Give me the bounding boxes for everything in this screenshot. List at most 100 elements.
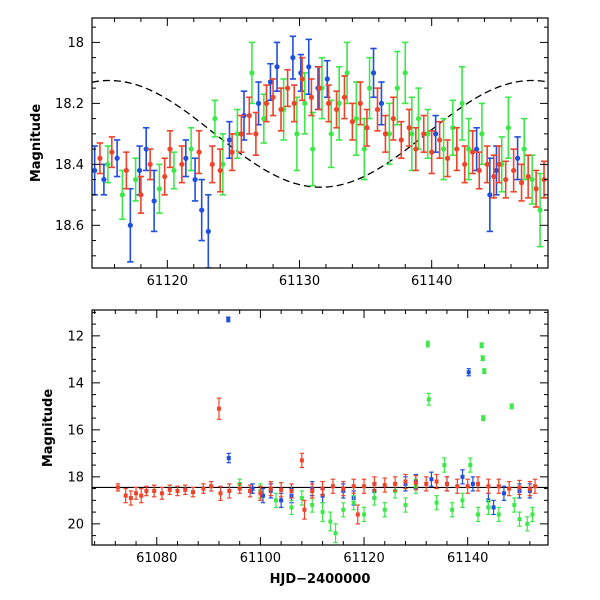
bottom-red-marker <box>268 486 273 491</box>
top-red-marker <box>162 173 168 180</box>
top-red-marker <box>484 161 490 167</box>
top-y-axis-label: Magnitude <box>29 104 44 183</box>
top-red-point <box>263 84 270 123</box>
top-green-marker <box>119 192 125 198</box>
top-green-point <box>187 126 195 172</box>
top-red-point <box>510 148 517 193</box>
top-green-point <box>119 169 126 221</box>
bottom-green-point <box>351 495 356 511</box>
top-green-marker <box>450 125 456 131</box>
top-red-marker <box>308 94 315 100</box>
bottom-red-point <box>444 476 450 492</box>
bottom-green-point <box>480 355 485 362</box>
top-blue-point <box>198 178 205 242</box>
top-green-point <box>536 172 544 248</box>
top-blue-marker <box>114 155 120 161</box>
bottom-red-marker <box>134 491 139 496</box>
bottom-green-marker <box>320 510 325 515</box>
top-red-marker <box>357 100 363 106</box>
bottom-red-marker <box>201 486 206 491</box>
top-green-marker <box>537 207 543 213</box>
top-blue-point <box>113 139 121 178</box>
bottom-red-point <box>183 484 188 496</box>
bottom-green-point <box>496 506 501 523</box>
top-blue-marker <box>192 176 198 183</box>
top-green-marker <box>249 70 255 76</box>
top-red-marker <box>238 131 244 137</box>
top-green-marker <box>261 116 267 122</box>
bottom-red-marker <box>372 481 377 486</box>
top-green-point <box>424 108 431 160</box>
top-red-point <box>333 90 340 129</box>
bottom-red-marker <box>139 493 144 498</box>
top-green-marker <box>409 131 415 137</box>
top-blue-point <box>273 41 281 92</box>
top-red-point <box>146 148 154 181</box>
top-blue-point <box>324 59 331 99</box>
top-axis-ticks <box>92 18 548 268</box>
bottom-green-marker <box>450 507 455 512</box>
top-red-point <box>453 126 460 172</box>
bottom-green-point <box>403 497 408 513</box>
top-red-point <box>398 120 405 160</box>
bottom-green-point <box>479 342 484 349</box>
bottom-red-point <box>167 484 172 496</box>
top-blue-marker <box>226 137 233 143</box>
bottom-red-marker <box>279 487 284 492</box>
top-red-marker <box>278 106 284 113</box>
bottom-green-marker <box>426 397 431 402</box>
top-blue-marker <box>274 64 280 70</box>
bottom-red-marker <box>476 481 481 486</box>
bottom-green-point <box>273 492 279 508</box>
bottom-green-marker <box>273 498 278 503</box>
bottom-red-marker <box>289 488 294 493</box>
bottom-red-marker <box>362 484 367 489</box>
top-red-point <box>476 151 483 190</box>
bottom-red-point <box>159 486 165 500</box>
top-blue-marker <box>136 167 143 174</box>
bottom-red-marker <box>496 484 501 489</box>
top-red-marker <box>147 161 153 167</box>
top-red-marker <box>291 100 297 106</box>
bottom-red-marker <box>517 485 522 490</box>
bottom-red-marker <box>320 486 325 491</box>
bottom-x-tick-label: 61120 <box>343 551 384 566</box>
bottom-red-point <box>355 504 361 525</box>
top-blue-point <box>150 169 158 233</box>
top-red-point <box>195 130 203 175</box>
bottom-blue-marker <box>501 491 506 496</box>
top-blue-marker <box>267 79 274 85</box>
top-red-point <box>420 114 427 153</box>
bottom-red-point <box>201 483 206 494</box>
top-red-marker <box>364 125 370 131</box>
bottom-red-marker <box>302 507 307 512</box>
top-green-marker <box>361 146 367 152</box>
top-blue-marker <box>143 146 149 152</box>
bottom-red-marker <box>330 484 335 489</box>
top-green-point <box>309 111 316 187</box>
bottom-green-point <box>525 516 530 532</box>
top-red-marker <box>299 76 305 82</box>
bottom-green-point <box>512 497 517 513</box>
top-red-point <box>484 145 491 184</box>
bottom-red-marker <box>218 491 223 496</box>
bottom-green-marker <box>382 507 387 512</box>
top-red-marker <box>476 167 482 174</box>
top-x-tick-labels: 61120 61130 61140 <box>147 274 453 289</box>
bottom-red-marker <box>159 491 164 496</box>
bottom-red-point <box>351 478 356 494</box>
bottom-green-point <box>509 403 514 410</box>
top-red-point <box>178 145 186 184</box>
top-green-point <box>219 133 227 196</box>
bottom-red-point <box>413 475 419 491</box>
bottom-green-marker <box>434 500 439 505</box>
bottom-blue-point <box>466 368 471 377</box>
bottom-green-marker <box>530 512 535 517</box>
top-red-point <box>238 114 245 153</box>
bottom-red-marker <box>444 481 449 486</box>
bottom-green-point <box>482 368 487 375</box>
top-red-point <box>284 69 291 108</box>
bottom-y-tick-label: 20 <box>67 517 84 532</box>
top-red-marker <box>533 186 539 192</box>
bottom-green-marker <box>468 463 473 468</box>
